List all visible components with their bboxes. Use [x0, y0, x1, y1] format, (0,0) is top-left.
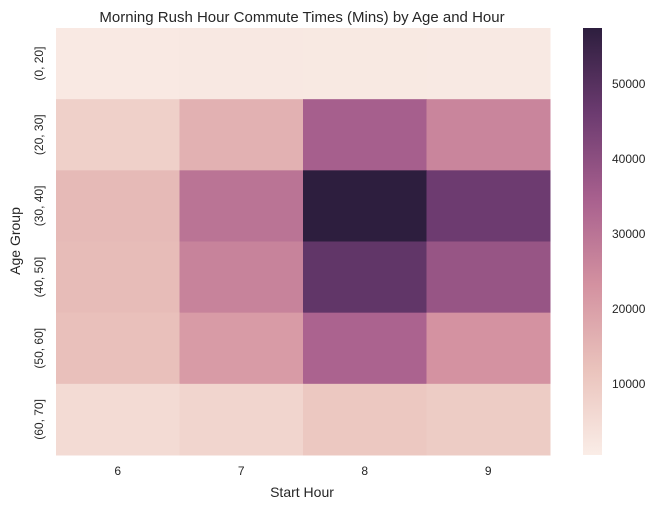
heatmap-cell: [179, 383, 304, 456]
heatmap-cell: [56, 241, 180, 314]
x-tick-labels: 6 7 8 9: [114, 464, 492, 478]
heatmap-cell: [426, 383, 551, 456]
heatmap-cells: [56, 28, 551, 456]
heatmap-cell: [179, 99, 304, 171]
y-tick-label: (50, 60]: [32, 328, 46, 369]
heatmap-cell: [426, 312, 551, 385]
heatmap-cell: [303, 312, 427, 385]
x-tick-label: 9: [485, 464, 492, 478]
heatmap-cell: [56, 99, 180, 171]
colorbar: [583, 28, 602, 455]
y-tick-label: (40, 50]: [32, 257, 46, 298]
heatmap-cell: [426, 28, 551, 100]
colorbar-tick-label: 10000: [612, 377, 646, 391]
x-tick-label: 8: [361, 464, 368, 478]
heatmap-cell: [426, 241, 551, 314]
y-tick-label: (30, 40]: [32, 186, 46, 227]
heatmap-cell: [426, 170, 551, 242]
y-tick-labels: (0, 20] (20, 30] (30, 40] (40, 50] (50, 60] (…: [32, 47, 46, 440]
heatmap-cell: [179, 241, 304, 314]
x-axis-label: Start Hour: [270, 484, 334, 500]
heatmap-cell: [303, 170, 427, 242]
heatmap-cell: [303, 28, 427, 100]
x-tick-label: 6: [114, 464, 121, 478]
heatmap-cell: [179, 312, 304, 385]
heatmap-cell: [56, 28, 180, 100]
y-tick-label: (0, 20]: [32, 47, 46, 81]
heatmap-cell: [56, 383, 180, 456]
heatmap-cell: [303, 99, 427, 171]
colorbar-tick-label: 30000: [612, 227, 646, 241]
heatmap-cell: [179, 170, 304, 242]
chart-title: Morning Rush Hour Commute Times (Mins) b…: [99, 9, 504, 26]
y-tick-label: (20, 30]: [32, 114, 46, 155]
heatmap-cell: [56, 170, 180, 242]
heatmap-cell: [303, 383, 427, 456]
x-tick-label: 7: [238, 464, 245, 478]
heatmap-cell: [179, 28, 304, 100]
heatmap-cell: [56, 312, 180, 385]
y-tick-label: (60, 70]: [32, 399, 46, 440]
heatmap-cell: [303, 241, 427, 314]
colorbar-ticks: 10000 20000 30000 40000 50000: [612, 77, 646, 391]
colorbar-tick-label: 40000: [612, 152, 646, 166]
colorbar-tick-label: 20000: [612, 302, 646, 316]
heatmap-cell: [426, 99, 551, 171]
y-axis-label: Age Group: [7, 207, 23, 275]
colorbar-tick-label: 50000: [612, 77, 646, 91]
